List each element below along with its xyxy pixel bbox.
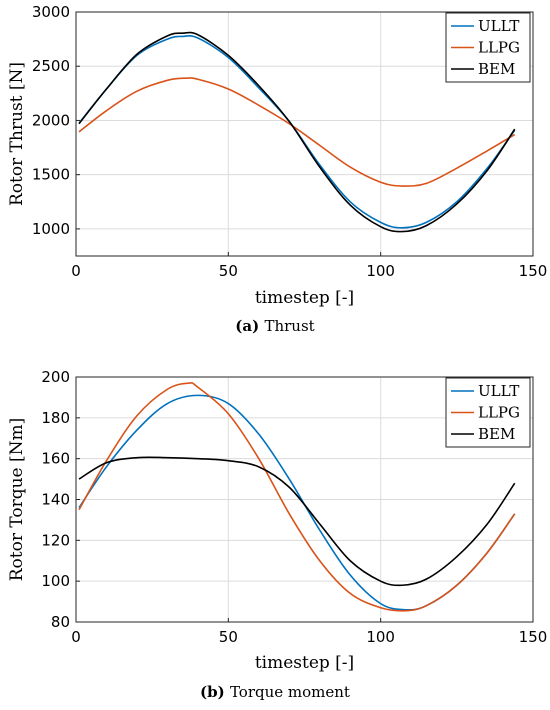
caption-suffix: ) bbox=[218, 683, 230, 701]
y-tick-label: 140 bbox=[41, 491, 70, 509]
y-tick-label: 200 bbox=[41, 368, 70, 386]
y-axis-label: Rotor Torque [Nm] bbox=[7, 418, 27, 582]
caption-prefix: ( bbox=[200, 683, 207, 701]
caption-text: Thrust bbox=[264, 317, 314, 335]
y-tick-label: 180 bbox=[41, 409, 70, 427]
y-tick-label: 160 bbox=[41, 450, 70, 468]
y-tick-label: 3000 bbox=[32, 3, 70, 21]
y-tick-label: 120 bbox=[41, 531, 70, 549]
y-tick-label: 100 bbox=[41, 572, 70, 590]
y-tick-label: 1000 bbox=[32, 220, 70, 238]
legend-label-llpg: LLPG bbox=[478, 404, 520, 422]
legend-label-ullt: ULLT bbox=[478, 17, 519, 35]
figure-caption: (b) Torque moment bbox=[200, 683, 350, 701]
chart-thrust: 0 50 100 150 1000 1500 2000 2500 3000 ULLT LLPG BEM… bbox=[7, 3, 547, 335]
series-line-bem bbox=[78, 456, 516, 587]
chart-torque: 0 50 100 150 80 100 120 140 160 180 200 ULLT LLPG BEM… bbox=[7, 368, 547, 701]
series-line-bem bbox=[78, 31, 516, 233]
y-axis-label: Rotor Thrust [N] bbox=[7, 62, 27, 206]
x-tick-label: 100 bbox=[366, 262, 395, 280]
x-axis-label: timestep [-] bbox=[255, 288, 354, 308]
caption-id: a bbox=[242, 317, 252, 335]
caption-id: b bbox=[207, 683, 218, 701]
x-tick-label: 100 bbox=[366, 628, 395, 646]
x-tick-label: 0 bbox=[71, 628, 81, 646]
x-tick-label: 50 bbox=[219, 628, 238, 646]
y-tick-label: 80 bbox=[51, 613, 70, 631]
legend-label-llpg: LLPG bbox=[478, 39, 520, 57]
y-tick-label: 2000 bbox=[32, 111, 70, 129]
x-tick-label: 0 bbox=[71, 262, 81, 280]
legend-label-bem: BEM bbox=[478, 60, 515, 78]
figure-caption: (a) Thrust bbox=[235, 317, 314, 335]
legend-label-bem: BEM bbox=[478, 425, 515, 443]
series-line-llpg bbox=[78, 382, 516, 612]
x-axis-label: timestep [-] bbox=[255, 653, 354, 673]
plot-frame bbox=[75, 11, 534, 257]
legend-label-ullt: ULLT bbox=[478, 382, 519, 400]
caption-suffix: ) bbox=[252, 317, 264, 335]
series-line-llpg bbox=[78, 77, 516, 187]
y-tick-label: 2500 bbox=[32, 57, 70, 75]
caption-prefix: ( bbox=[235, 317, 242, 335]
caption-text: Torque moment bbox=[230, 683, 350, 701]
y-tick-label: 1500 bbox=[32, 166, 70, 184]
x-tick-label: 50 bbox=[219, 262, 238, 280]
x-tick-label: 150 bbox=[519, 262, 548, 280]
x-tick-label: 150 bbox=[519, 628, 548, 646]
